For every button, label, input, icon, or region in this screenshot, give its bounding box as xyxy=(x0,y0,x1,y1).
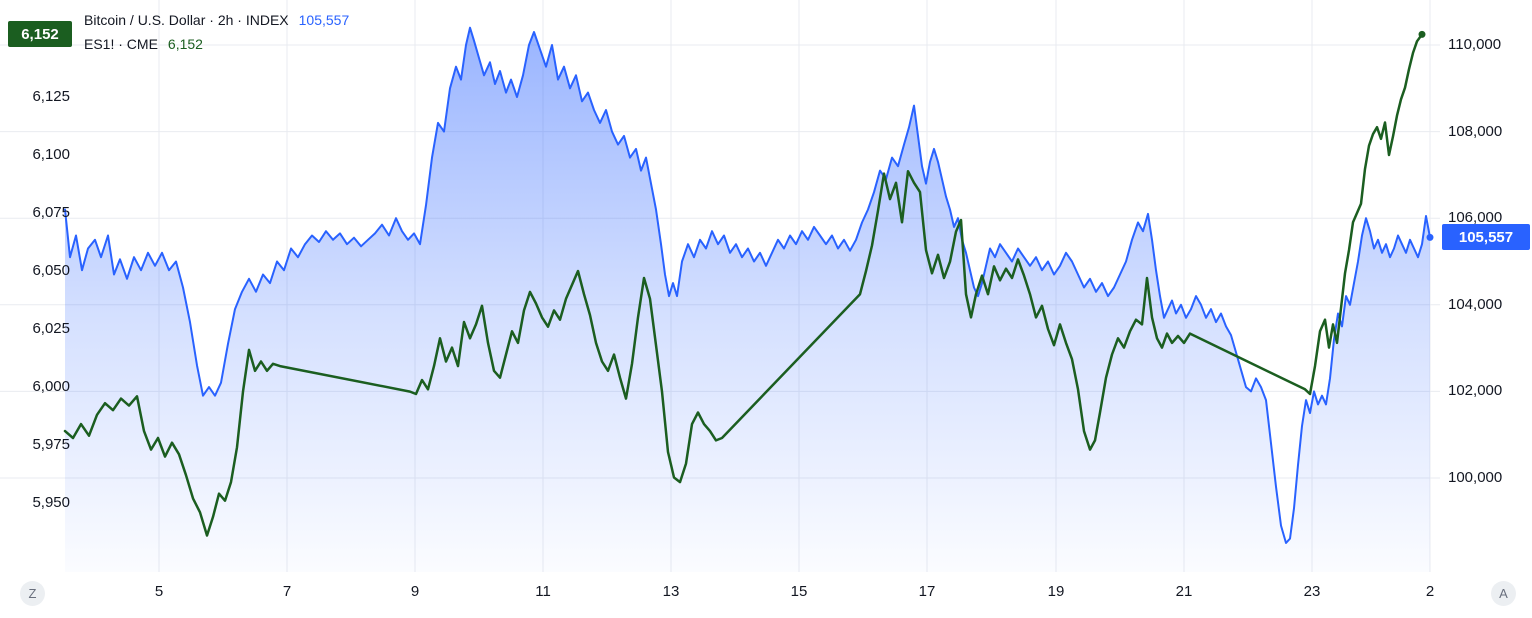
time-axis-tick: 13 xyxy=(662,583,680,600)
time-axis[interactable]: 5 7 9 11 13 15 17 19 21 23 2 xyxy=(0,578,1532,612)
right-axis-tick: 108,000 xyxy=(1448,122,1503,140)
right-axis-tick: 106,000 xyxy=(1448,209,1503,227)
timezone-button[interactable]: Z xyxy=(20,581,45,606)
time-axis-tick: 9 xyxy=(410,583,420,600)
right-axis-tick: 100,000 xyxy=(1448,469,1503,486)
es1-last-price-marker xyxy=(1418,30,1426,38)
auto-scale-button[interactable]: A xyxy=(1491,581,1516,606)
time-axis-tick: 23 xyxy=(1303,583,1321,600)
left-axis-tick: 5,975 xyxy=(32,436,70,453)
time-axis-tick: 21 xyxy=(1175,583,1193,600)
time-axis-tick: 5 xyxy=(154,583,164,600)
right-price-axis[interactable]: 110,000 108,000 106,000 104,000 102,000 100,0… xyxy=(1440,0,1532,572)
right-axis-tick: 110,000 xyxy=(1448,36,1502,53)
time-axis-tick: 11 xyxy=(535,583,551,600)
time-axis-tick: 15 xyxy=(790,583,808,600)
symbol-value-bitcoin: 105,557 xyxy=(298,12,350,28)
left-axis-tick: 6,000 xyxy=(32,378,70,395)
symbol-title-bitcoin[interactable]: Bitcoin / U.S. Dollar · 2h · INDEX xyxy=(84,12,289,28)
btc-area-fill xyxy=(65,27,1430,572)
right-axis-tick: 104,000 xyxy=(1448,295,1503,313)
symbol-value-es1: 6,152 xyxy=(167,36,203,52)
time-axis-tick: 19 xyxy=(1047,583,1065,600)
btc-last-price-marker xyxy=(1426,233,1434,241)
time-axis-tick: 17 xyxy=(918,583,936,600)
right-price-badge: 105,557 xyxy=(1442,224,1530,251)
left-axis-tick: 5,950 xyxy=(32,494,70,511)
legend: Bitcoin / U.S. Dollar · 2h · INDEX 105,5… xyxy=(84,8,349,56)
left-axis-tick: 6,025 xyxy=(32,320,70,337)
left-axis-tick: 6,050 xyxy=(32,262,70,279)
left-price-axis[interactable]: 6,125 6,100 6,075 6,050 6,025 6,000 5,975 5,950 xyxy=(0,0,74,572)
left-axis-tick: 6,075 xyxy=(32,204,70,221)
symbol-title-es1[interactable]: ES1! · CME xyxy=(84,36,158,52)
left-axis-tick: 6,100 xyxy=(32,146,70,163)
time-axis-tick: 7 xyxy=(282,583,292,600)
time-axis-tick: 2 xyxy=(1425,583,1435,600)
right-axis-tick: 102,000 xyxy=(1448,382,1503,400)
btc-price-line[interactable] xyxy=(64,26,1431,544)
es1-price-line[interactable] xyxy=(63,33,1424,537)
left-axis-tick: 6,125 xyxy=(32,88,70,105)
legend-row-es1[interactable]: ES1! · CME 6,152 xyxy=(84,32,349,56)
left-price-badge: 6,152 xyxy=(8,21,72,48)
legend-row-bitcoin[interactable]: Bitcoin / U.S. Dollar · 2h · INDEX 105,5… xyxy=(84,8,349,32)
